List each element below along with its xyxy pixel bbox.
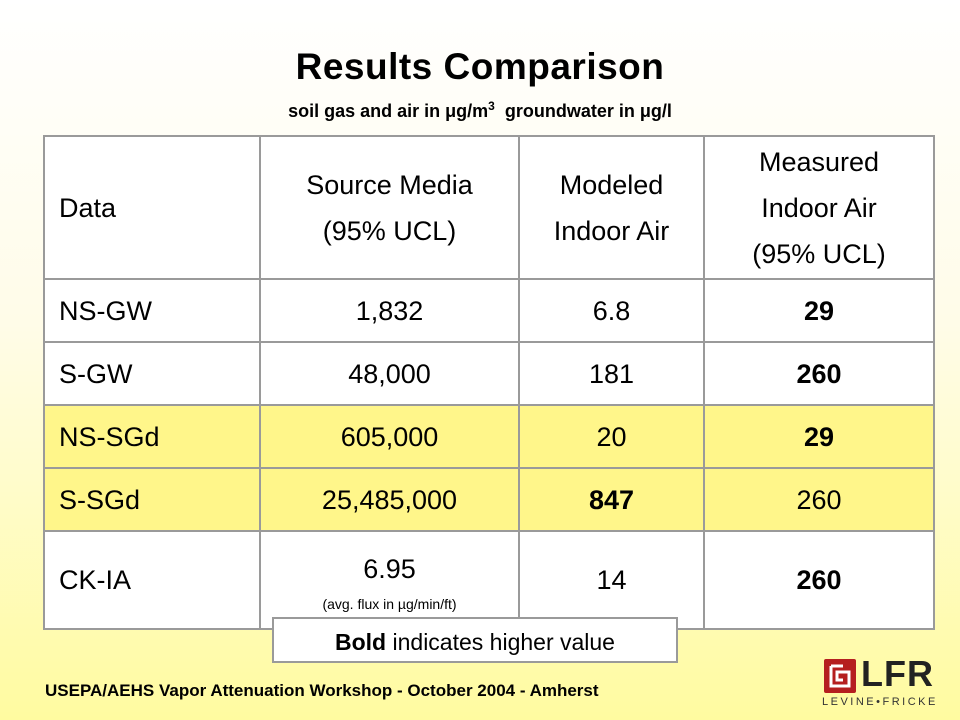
table-row: NS-GW 1,832 6.8 29	[43, 278, 935, 343]
cell-measured: 29	[703, 404, 935, 469]
legend-box: Bold indicates higher value	[272, 617, 678, 663]
table-row-highlighted: S-SGd 25,485,000 847 260	[43, 467, 935, 532]
source-note: (avg. flux in µg/min/ft)	[322, 596, 457, 612]
cell-data: S-GW	[43, 341, 261, 406]
results-table: Data Source Media (95% UCL) Modeled Indoor…	[43, 135, 935, 630]
cell-measured: 260	[703, 530, 935, 630]
unit-soil-gas: g/m	[456, 101, 489, 121]
header-source-media: Source Media (95% UCL)	[259, 135, 520, 280]
cell-source: 48,000	[259, 341, 520, 406]
cell-source: 605,000	[259, 404, 520, 469]
legend-text: indicates higher value	[386, 629, 615, 655]
logo-subtext: LEVINE•FRICKE	[822, 696, 938, 708]
header-measured-indoor-air: Measured Indoor Air (95% UCL)	[703, 135, 935, 280]
cell-data: NS-GW	[43, 278, 261, 343]
cell-modeled: 181	[518, 341, 705, 406]
table-header-row: Data Source Media (95% UCL) Modeled Indoor…	[43, 135, 935, 280]
header-data: Data	[43, 135, 261, 280]
header-modeled-indoor-air: Modeled Indoor Air	[518, 135, 705, 280]
cell-measured: 260	[703, 341, 935, 406]
cell-data: CK-IA	[43, 530, 261, 630]
footer-text: USEPA/AEHS Vapor Attenuation Workshop - …	[45, 681, 599, 700]
mu-symbol: μ	[639, 101, 651, 121]
table-row-highlighted: NS-SGd 605,000 20 29	[43, 404, 935, 469]
logo-text: LFR	[861, 653, 934, 694]
subtitle-gap: groundwater in	[494, 101, 640, 121]
cell-modeled: 14	[518, 530, 705, 630]
table-row: CK-IA 6.95 (avg. flux in µg/min/ft) 14 26…	[43, 530, 935, 630]
table-row: S-GW 48,000 181 260	[43, 341, 935, 406]
unit-groundwater: g/l	[650, 101, 672, 121]
cell-modeled: 6.8	[518, 278, 705, 343]
unit-superscript: 3	[488, 99, 495, 113]
lfr-logo-icon	[824, 659, 856, 693]
cell-source: 1,832	[259, 278, 520, 343]
cell-data: S-SGd	[43, 467, 261, 532]
cell-modeled: 847	[518, 467, 705, 532]
cell-data: NS-SGd	[43, 404, 261, 469]
mu-symbol: μ	[445, 101, 457, 121]
cell-source: 25,485,000	[259, 467, 520, 532]
legend-bold-word: Bold	[335, 629, 387, 655]
subtitle-part1: soil gas and air in	[288, 101, 446, 121]
cell-measured: 260	[703, 467, 935, 532]
slide-subtitle: soil gas and air in μg/m3 groundwater in…	[0, 99, 960, 122]
cell-source: 6.95 (avg. flux in µg/min/ft)	[259, 530, 520, 630]
cell-measured: 29	[703, 278, 935, 343]
cell-modeled: 20	[518, 404, 705, 469]
slide-title: Results Comparison	[295, 46, 665, 87]
